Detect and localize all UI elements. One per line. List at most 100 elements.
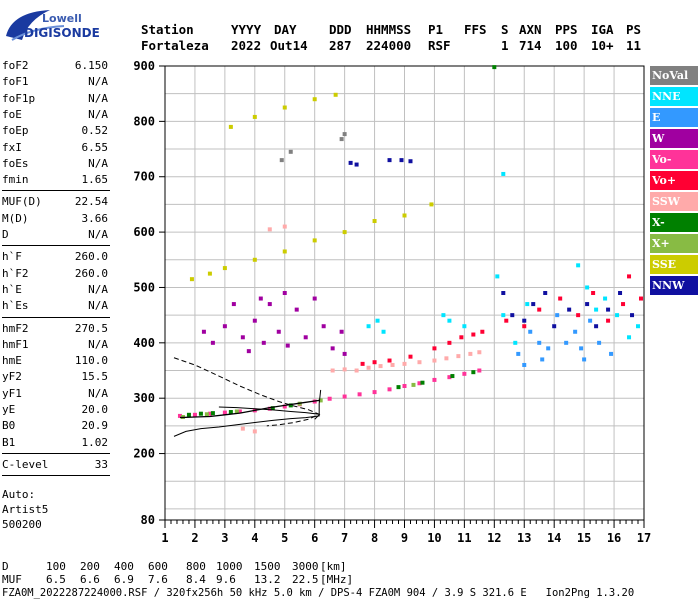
param-g1-3: foE N/A <box>2 107 108 123</box>
digisonde-logo: Lowell DIGISONDE <box>2 6 102 46</box>
point-e <box>516 351 521 356</box>
point-ssw <box>240 426 245 431</box>
legend-item-sse: SSE <box>650 255 698 274</box>
param-value: 15.5 <box>81 370 109 384</box>
point-e <box>522 362 527 367</box>
point-nnw <box>531 302 536 307</box>
header-label-2: DAY <box>274 22 297 37</box>
header-value-2: Out14 <box>270 38 308 53</box>
param-key: MUF(D) <box>2 195 42 209</box>
header-value-0: Fortaleza <box>141 38 209 53</box>
point-ssw <box>390 362 395 367</box>
x-tick-label: 14 <box>547 531 561 545</box>
legend-item-nnw: NNW <box>650 276 698 295</box>
param-key: hmF2 <box>2 321 29 335</box>
header-value-8: 100 <box>555 38 578 53</box>
legend-item-nne: NNE <box>650 87 698 106</box>
point-noval <box>288 149 293 154</box>
point-nnw <box>567 307 572 312</box>
x-tick-label: 11 <box>457 531 471 545</box>
param-separator <box>2 190 110 192</box>
point-nne <box>381 329 386 334</box>
point-w <box>342 351 347 356</box>
x-tick-label: 13 <box>517 531 531 545</box>
point-x <box>396 385 401 390</box>
header-value-7: 714 <box>519 38 542 53</box>
param-value: N/A <box>88 337 108 351</box>
point-noval <box>279 158 284 163</box>
param-g4-4: yF1 N/A <box>2 386 108 402</box>
point-vo <box>432 377 437 382</box>
param-g2-2: D N/A <box>2 227 108 243</box>
x-tick-label: 1 <box>161 531 168 545</box>
footer-info: FZA0M_2022287224000.RSF / 320fx256h 50 k… <box>2 587 635 599</box>
point-vo <box>606 318 611 323</box>
point-e <box>555 313 560 318</box>
header-value-5: RSF <box>428 38 451 53</box>
point-ssw <box>468 351 473 356</box>
header-label-7: S <box>501 22 509 37</box>
point-sse <box>312 97 317 102</box>
param-g4-1: hmF1 N/A <box>2 337 108 353</box>
point-vo <box>480 329 485 334</box>
param-key: B0 <box>2 419 16 433</box>
point-nnw <box>606 307 611 312</box>
param-value: N/A <box>88 156 108 170</box>
point-ssw <box>444 356 449 361</box>
x-tick-label: 2 <box>191 531 198 545</box>
y-tick-label: 500 <box>133 280 155 294</box>
param-key: foEs <box>2 156 29 170</box>
point-nne <box>513 340 518 345</box>
legend-item-noval: NoVal <box>650 66 698 85</box>
point-sse <box>429 202 434 207</box>
x-tick-label: 17 <box>637 531 651 545</box>
x-tick-label: 6 <box>311 531 318 545</box>
point-sse <box>402 213 407 218</box>
point-x <box>492 65 497 70</box>
point-nne <box>375 318 380 323</box>
point-vo <box>558 296 563 301</box>
point-nne <box>576 263 581 268</box>
param-separator <box>2 245 110 247</box>
point-x <box>228 410 233 415</box>
point-vo <box>372 390 377 395</box>
point-nnw <box>348 160 353 165</box>
foot-muf-cell-2: 6.6 <box>80 573 100 586</box>
param-g5-0: C-level 33 <box>2 457 108 473</box>
point-e <box>582 357 587 362</box>
point-nne <box>594 307 599 312</box>
param-g4-2: hmE 110.0 <box>2 353 108 369</box>
point-vo <box>222 410 227 415</box>
param-g1-5: fxI 6.55 <box>2 140 108 156</box>
y-tick-label: 900 <box>133 59 155 73</box>
param-key: foF1p <box>2 91 36 105</box>
param-key: B1 <box>2 435 16 449</box>
param-g4-5: yE 20.0 <box>2 402 108 418</box>
param-g1-1: foF1 N/A <box>2 74 108 90</box>
param-value: 6.150 <box>74 59 108 72</box>
point-ssw <box>366 365 371 370</box>
point-vo <box>522 324 527 329</box>
point-vo <box>408 354 413 359</box>
header-label-0: Station <box>141 22 194 37</box>
param-key: hmE <box>2 354 22 368</box>
point-vo <box>357 392 362 397</box>
point-vo <box>621 302 626 307</box>
param-g1-2: foF1p N/A <box>2 91 108 107</box>
point-vo <box>591 291 596 295</box>
point-vo <box>477 368 482 373</box>
point-e <box>546 346 551 351</box>
foot-d-cell-0: D <box>2 560 9 573</box>
param-key: foF1 <box>2 75 29 89</box>
param-value: 1.65 <box>81 173 109 187</box>
param-g3-3: h`Es N/A <box>2 298 108 314</box>
y-tick-label: 800 <box>133 114 155 128</box>
point-x <box>210 411 215 416</box>
param-value: 260.0 <box>74 266 108 280</box>
param-value: 1.02 <box>81 435 109 449</box>
point-e <box>537 340 542 345</box>
point-sse <box>252 114 257 119</box>
point-nne <box>495 274 500 279</box>
x-tick-label: 4 <box>251 531 258 545</box>
